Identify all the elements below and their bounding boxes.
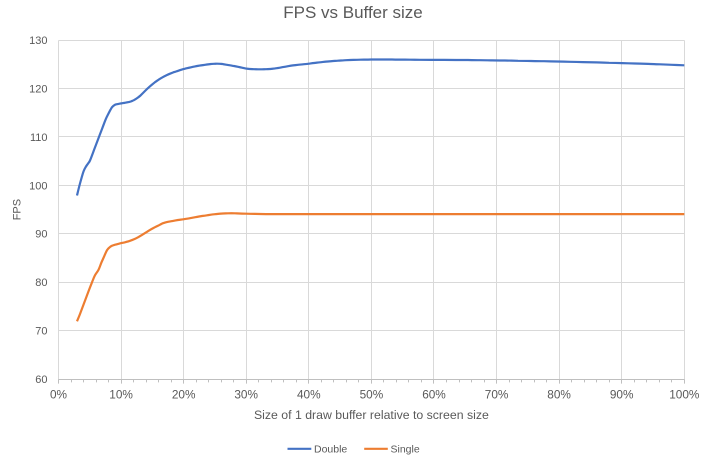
svg-text:130: 130 <box>29 35 47 47</box>
svg-text:10%: 10% <box>109 387 133 401</box>
svg-text:30%: 30% <box>234 387 258 401</box>
svg-text:80%: 80% <box>547 387 571 401</box>
svg-text:Single: Single <box>391 444 420 456</box>
svg-text:70: 70 <box>35 326 47 338</box>
svg-text:50%: 50% <box>360 387 384 401</box>
svg-text:60: 60 <box>35 374 47 386</box>
svg-text:100: 100 <box>29 180 47 192</box>
svg-text:80: 80 <box>35 277 47 289</box>
svg-text:100%: 100% <box>669 387 700 401</box>
svg-text:20%: 20% <box>172 387 196 401</box>
svg-text:FPS vs Buffer size: FPS vs Buffer size <box>283 3 423 22</box>
svg-text:FPS: FPS <box>12 199 24 220</box>
svg-text:120: 120 <box>29 83 47 95</box>
svg-text:Size of 1 draw buffer relative: Size of 1 draw buffer relative to screen… <box>254 408 489 422</box>
svg-text:90%: 90% <box>610 387 634 401</box>
svg-text:90: 90 <box>35 229 47 241</box>
svg-text:60%: 60% <box>422 387 446 401</box>
svg-text:70%: 70% <box>485 387 509 401</box>
svg-text:110: 110 <box>30 132 48 144</box>
svg-text:0%: 0% <box>50 387 68 401</box>
svg-text:Double: Double <box>314 444 347 456</box>
svg-text:40%: 40% <box>297 387 321 401</box>
